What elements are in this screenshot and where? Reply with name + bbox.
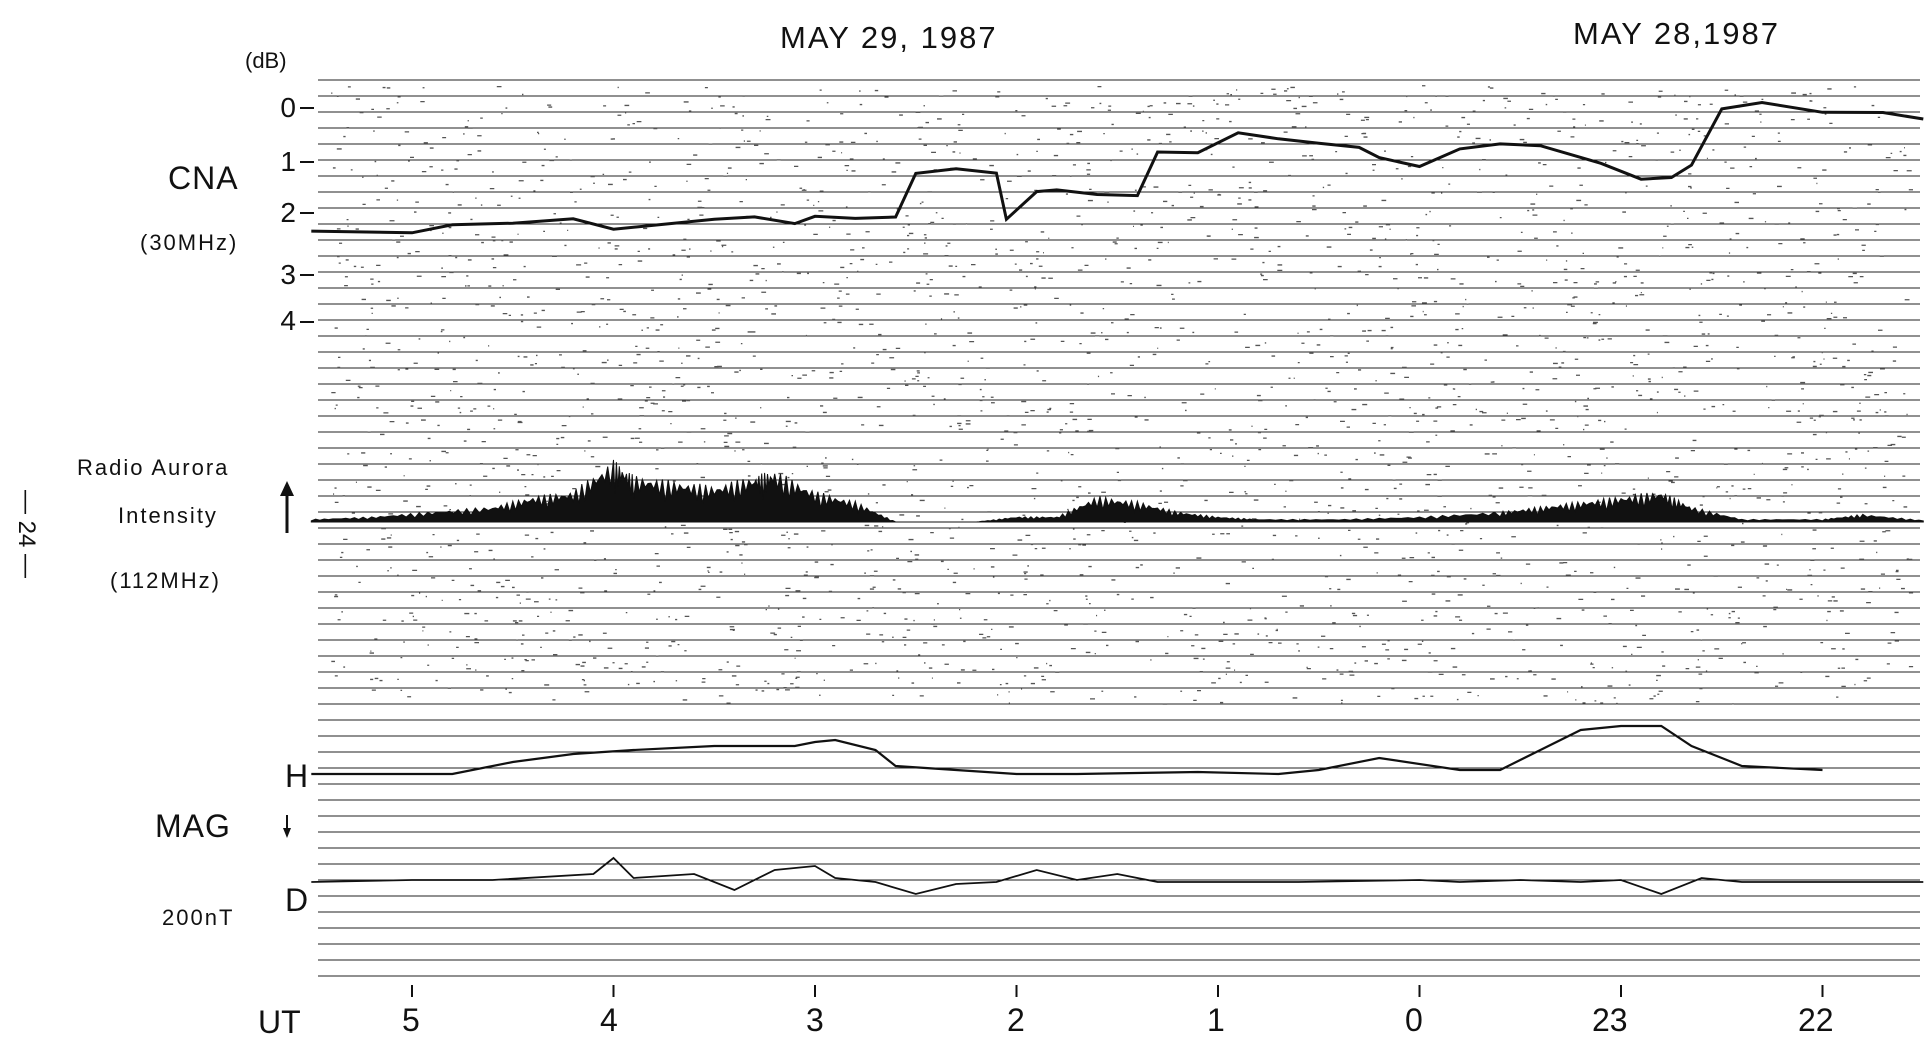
aurora-label-line1: Radio Aurora xyxy=(77,455,230,480)
x-axis-tick-label: 2 xyxy=(1007,1002,1025,1038)
x-axis-tick-label: 5 xyxy=(402,1002,420,1038)
mag-h-label: H xyxy=(285,758,310,794)
cna-y-tick: 1 xyxy=(280,146,296,177)
aurora-label-line2: Intensity xyxy=(118,503,218,528)
x-axis-label: UT xyxy=(258,1004,301,1040)
cna-y-tick: 3 xyxy=(280,259,296,290)
mag-h-series-line xyxy=(311,724,1823,776)
cna-unit-label: (dB) xyxy=(245,48,287,73)
aurora-intensity-area xyxy=(310,459,1924,523)
aurora-frequency-label: (112MHz) xyxy=(110,568,221,593)
date-label-left: MAY 29, 1987 xyxy=(780,20,998,55)
mag-d-label: D xyxy=(285,882,310,918)
x-axis-tick-label: 4 xyxy=(600,1002,618,1038)
cna-y-tick: 2 xyxy=(280,197,296,228)
x-axis-tick-label: 1 xyxy=(1207,1002,1225,1038)
down-arrow-icon xyxy=(283,815,291,838)
mag-scale-label: 200nT xyxy=(162,905,235,930)
up-arrow-icon xyxy=(280,481,294,533)
date-label-right: MAY 28,1987 xyxy=(1573,16,1780,51)
ut-tick-marks xyxy=(411,985,1824,997)
mag-panel-label: MAG xyxy=(155,808,231,844)
chart-recording-noise xyxy=(331,85,1914,705)
x-axis-tick-label: 23 xyxy=(1592,1002,1628,1038)
chart-gridlines xyxy=(318,79,1920,977)
cna-y-tick: 0 xyxy=(280,92,296,123)
page-number: — 24 — xyxy=(13,490,40,579)
cna-frequency-label: (30MHz) xyxy=(140,230,239,255)
mag-d-series-line xyxy=(311,856,1924,895)
cna-panel-label: CNA xyxy=(168,160,239,196)
noise-speckles xyxy=(331,85,1914,705)
x-axis-tick-label: 0 xyxy=(1405,1002,1423,1038)
x-axis-tick-label: 3 xyxy=(806,1002,824,1038)
cna-y-tick: 4 xyxy=(280,305,296,336)
x-axis-tick-label: 22 xyxy=(1798,1002,1834,1038)
cna-tick-marks xyxy=(300,107,314,323)
cna-series-line xyxy=(311,100,1924,235)
